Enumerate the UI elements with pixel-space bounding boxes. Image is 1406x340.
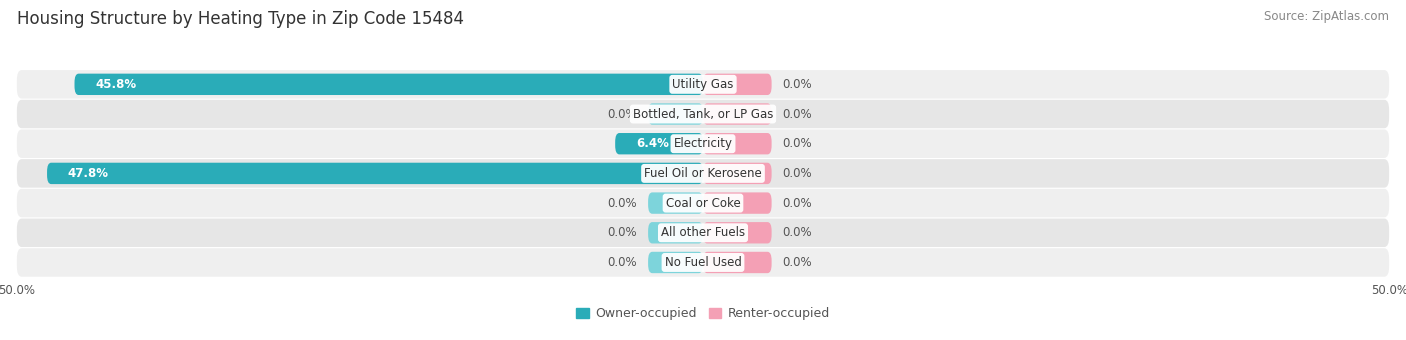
FancyBboxPatch shape [703,74,772,95]
FancyBboxPatch shape [17,189,1389,217]
FancyBboxPatch shape [46,163,703,184]
Text: 0.0%: 0.0% [607,197,637,209]
FancyBboxPatch shape [17,248,1389,277]
Text: 0.0%: 0.0% [783,256,813,269]
Text: 0.0%: 0.0% [783,107,813,120]
FancyBboxPatch shape [648,252,703,273]
FancyBboxPatch shape [17,219,1389,247]
FancyBboxPatch shape [75,74,703,95]
Text: 0.0%: 0.0% [607,107,637,120]
Legend: Owner-occupied, Renter-occupied: Owner-occupied, Renter-occupied [571,302,835,325]
Text: Coal or Coke: Coal or Coke [665,197,741,209]
Text: Housing Structure by Heating Type in Zip Code 15484: Housing Structure by Heating Type in Zip… [17,10,464,28]
Text: 0.0%: 0.0% [783,167,813,180]
FancyBboxPatch shape [17,100,1389,128]
Text: 0.0%: 0.0% [783,197,813,209]
Text: Electricity: Electricity [673,137,733,150]
FancyBboxPatch shape [648,103,703,125]
Text: 0.0%: 0.0% [607,256,637,269]
FancyBboxPatch shape [616,133,703,154]
FancyBboxPatch shape [703,103,772,125]
FancyBboxPatch shape [648,192,703,214]
Text: Source: ZipAtlas.com: Source: ZipAtlas.com [1264,10,1389,23]
FancyBboxPatch shape [17,130,1389,158]
FancyBboxPatch shape [703,133,772,154]
Text: 47.8%: 47.8% [67,167,108,180]
Text: Bottled, Tank, or LP Gas: Bottled, Tank, or LP Gas [633,107,773,120]
FancyBboxPatch shape [648,222,703,243]
Text: 0.0%: 0.0% [783,137,813,150]
Text: Utility Gas: Utility Gas [672,78,734,91]
FancyBboxPatch shape [17,159,1389,188]
FancyBboxPatch shape [703,222,772,243]
Text: 0.0%: 0.0% [783,226,813,239]
FancyBboxPatch shape [703,163,772,184]
Text: Fuel Oil or Kerosene: Fuel Oil or Kerosene [644,167,762,180]
FancyBboxPatch shape [17,70,1389,99]
Text: 0.0%: 0.0% [783,78,813,91]
Text: 6.4%: 6.4% [636,137,669,150]
Text: 0.0%: 0.0% [607,226,637,239]
Text: All other Fuels: All other Fuels [661,226,745,239]
FancyBboxPatch shape [703,252,772,273]
FancyBboxPatch shape [703,192,772,214]
Text: 45.8%: 45.8% [96,78,136,91]
Text: No Fuel Used: No Fuel Used [665,256,741,269]
